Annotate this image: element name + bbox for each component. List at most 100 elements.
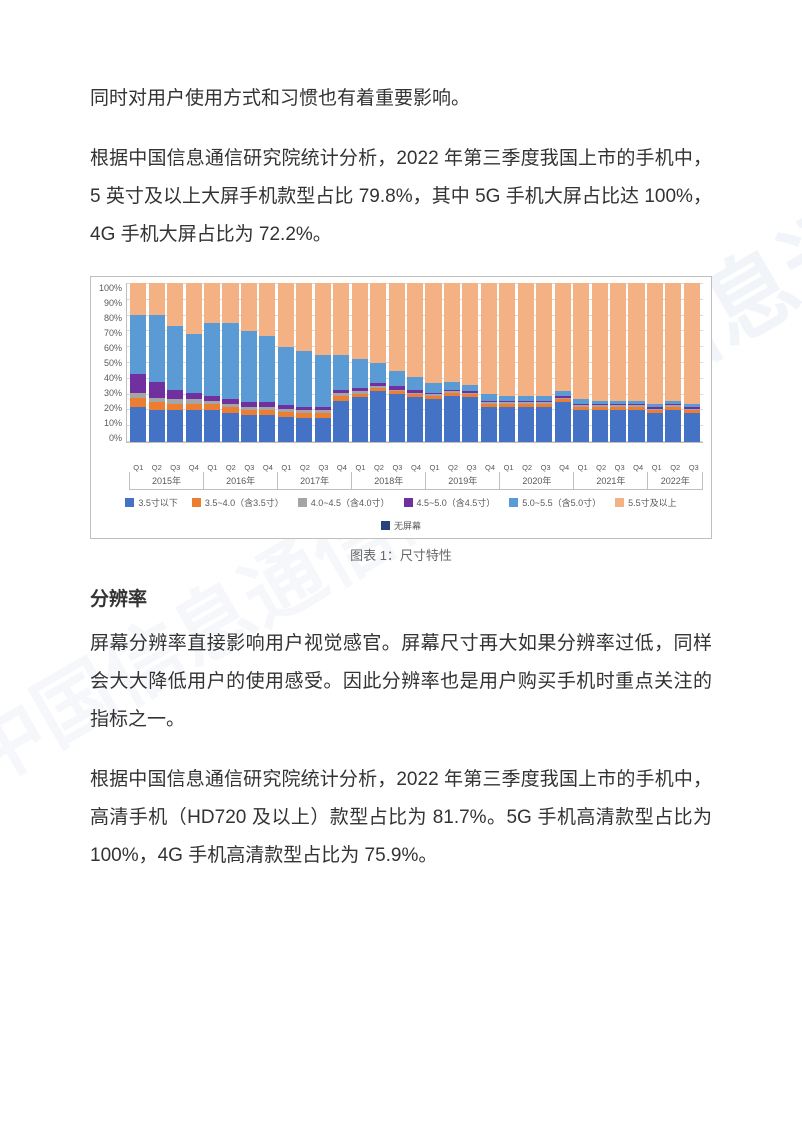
legend-label: 无屏幕: [394, 519, 421, 532]
stacked-bar: [592, 283, 608, 442]
stacked-bar: [204, 283, 220, 442]
bar-segment: [425, 383, 441, 393]
bar-segment: [149, 315, 165, 382]
x-tick-label: Q1: [425, 463, 444, 472]
y-tick-label: 30%: [99, 388, 122, 398]
x-axis-years: 2015年2016年2017年2018年2019年2020年2021年2022年: [129, 472, 703, 490]
x-tick-label: Q2: [148, 463, 167, 472]
x-tick-label: Q3: [610, 463, 629, 472]
bar-segment: [407, 377, 423, 390]
bar-segment: [315, 283, 331, 355]
stacked-bar: [241, 283, 257, 442]
x-axis-quarters: Q1Q2Q3Q4Q1Q2Q3Q4Q1Q2Q3Q4Q1Q2Q3Q4Q1Q2Q3Q4…: [129, 463, 703, 472]
bar-segment: [536, 407, 552, 442]
bar-segment: [647, 413, 663, 442]
x-tick-label: Q4: [333, 463, 352, 472]
y-axis: 100%90%80%70%60%50%40%30%20%10%0%: [99, 283, 126, 443]
x-tick-label: Q1: [573, 463, 592, 472]
y-tick-label: 80%: [99, 313, 122, 323]
bar-segment: [665, 410, 681, 442]
bar-segment: [241, 415, 257, 442]
document-page: 同时对用户使用方式和习惯也有着重要影响。 根据中国信息通信研究院统计分析，202…: [0, 0, 802, 957]
chart-caption: 图表 1：尺寸特性: [90, 545, 712, 564]
y-tick-label: 20%: [99, 403, 122, 413]
legend-swatch: [404, 498, 413, 507]
bar-segment: [186, 334, 202, 393]
bar-segment: [296, 351, 312, 407]
year-group-label: 2018年: [351, 472, 425, 490]
bar-segment: [296, 418, 312, 442]
stacked-bar: [278, 283, 294, 442]
bar-segment: [481, 283, 497, 394]
x-tick-label: Q3: [684, 463, 703, 472]
stacked-bar: [167, 283, 183, 442]
year-group-label: 2015年: [129, 472, 203, 490]
bar-segment: [315, 418, 331, 442]
bar-segment: [665, 283, 681, 401]
x-tick-label: Q1: [499, 463, 518, 472]
bar-segment: [259, 336, 275, 403]
bar-segment: [149, 410, 165, 442]
bar-segment: [389, 394, 405, 442]
bar-segment: [296, 283, 312, 351]
bar-segment: [610, 283, 626, 401]
bar-segment: [278, 417, 294, 442]
paragraph: 根据中国信息通信研究院统计分析，2022 年第三季度我国上市的手机中，高清手机（…: [90, 761, 712, 875]
legend-item: 5.0~5.5（含5.0寸）: [509, 496, 601, 509]
stacked-bar: [149, 283, 165, 442]
x-tick-label: Q4: [259, 463, 278, 472]
year-group-label: 2020年: [499, 472, 573, 490]
legend-label: 4.5~5.0（含4.5寸）: [417, 496, 496, 509]
bar-segment: [684, 283, 700, 404]
stacked-bar: [296, 283, 312, 442]
stacked-bar: [684, 283, 700, 442]
stacked-bar: [628, 283, 644, 442]
x-tick-label: Q3: [240, 463, 259, 472]
legend-label: 4.0~4.5（含4.0寸）: [311, 496, 390, 509]
bar-segment: [425, 399, 441, 442]
bar-segment: [481, 407, 497, 442]
x-tick-label: Q2: [666, 463, 685, 472]
legend-item: 5.5寸及以上: [615, 496, 677, 509]
bar-segment: [167, 283, 183, 326]
bar-segment: [333, 401, 349, 442]
bar-segment: [407, 397, 423, 442]
bar-segment: [149, 382, 165, 398]
bar-segment: [259, 283, 275, 335]
legend-item: 无屏幕: [381, 519, 421, 532]
stacked-bar: [518, 283, 534, 442]
x-tick-label: Q3: [314, 463, 333, 472]
legend-item: 4.5~5.0（含4.5寸）: [404, 496, 496, 509]
bar-segment: [259, 415, 275, 442]
legend-swatch: [298, 498, 307, 507]
y-tick-label: 0%: [99, 433, 122, 443]
bar-segment: [222, 413, 238, 442]
year-group-label: 2021年: [573, 472, 647, 490]
bar-segment: [628, 410, 644, 442]
legend-swatch: [509, 498, 518, 507]
bar-segment: [186, 283, 202, 334]
bar-segment: [333, 283, 349, 355]
bar-segment: [444, 382, 460, 390]
y-tick-label: 100%: [99, 283, 122, 293]
x-tick-label: Q1: [351, 463, 370, 472]
stacked-bar: [555, 283, 571, 442]
bar-segment: [222, 323, 238, 399]
chart-container: 100%90%80%70%60%50%40%30%20%10%0% Q1Q2Q3…: [90, 276, 712, 539]
x-tick-label: Q4: [629, 463, 648, 472]
bar-segment: [370, 363, 386, 384]
year-group-label: 2019年: [425, 472, 499, 490]
bar-segment: [592, 283, 608, 401]
bar-segment: [555, 402, 571, 442]
bar-segment: [592, 410, 608, 442]
y-tick-label: 70%: [99, 328, 122, 338]
legend-swatch: [192, 498, 201, 507]
bar-segment: [352, 283, 368, 359]
bar-segment: [499, 283, 515, 396]
y-tick-label: 40%: [99, 373, 122, 383]
stacked-bar: [315, 283, 331, 442]
bar-segment: [610, 410, 626, 442]
bar-segment: [370, 283, 386, 363]
year-group-label: 2022年: [647, 472, 703, 490]
bar-segment: [684, 413, 700, 442]
